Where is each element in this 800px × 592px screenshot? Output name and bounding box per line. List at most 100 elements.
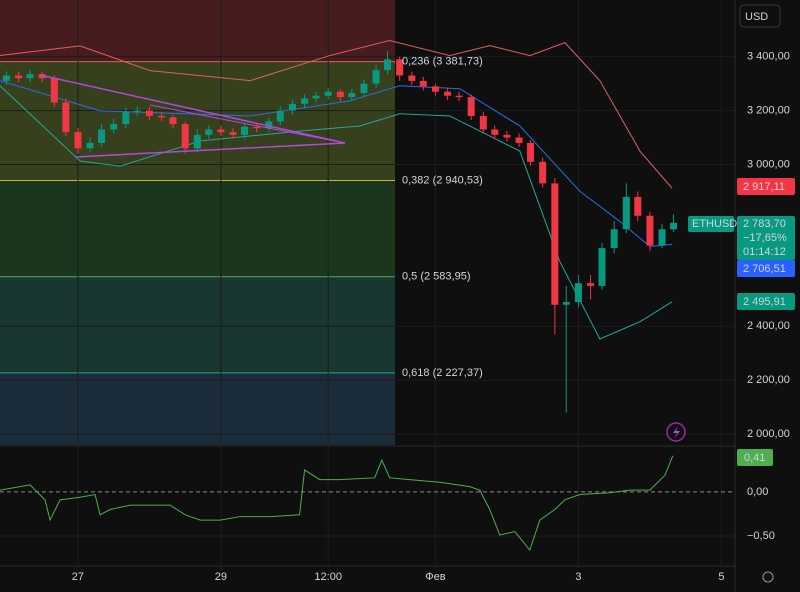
osc-label: 0,41 xyxy=(744,452,765,464)
candle-body xyxy=(372,70,380,84)
candle-body xyxy=(50,78,58,103)
alert-icon[interactable] xyxy=(666,422,686,442)
candle-body xyxy=(503,134,511,138)
triangle-drawing xyxy=(149,104,346,144)
candle-body xyxy=(431,86,439,92)
candle-body xyxy=(98,129,106,143)
price-label-box xyxy=(737,260,795,277)
candle-body xyxy=(241,126,249,135)
candle-body xyxy=(301,98,309,104)
y-tick-label: 2 400,00 xyxy=(747,320,790,332)
candle-body xyxy=(574,283,582,303)
candle-body xyxy=(408,75,416,81)
y2-tick-label: −0,50 xyxy=(747,530,775,542)
candle-body xyxy=(26,74,34,79)
price-label: 2 783,70 xyxy=(743,218,786,230)
candle-body xyxy=(265,121,273,129)
grid xyxy=(0,0,735,565)
candle-body xyxy=(670,222,678,230)
currency-text: USD xyxy=(745,11,768,23)
plot xyxy=(0,39,678,552)
fib-zone xyxy=(0,372,395,445)
candle-body xyxy=(2,75,10,81)
x-tick-label: 12:00 xyxy=(314,571,342,583)
candle-body xyxy=(455,95,463,98)
candle-body xyxy=(587,283,595,286)
candle-body xyxy=(610,229,618,249)
candle-body xyxy=(145,110,153,116)
y-tick-label: 3 200,00 xyxy=(747,104,790,116)
price-label: 2 706,51 xyxy=(743,263,786,275)
y2-tick-label: 0,00 xyxy=(747,486,768,498)
bolt-icon xyxy=(673,426,680,439)
candle-body xyxy=(396,59,404,76)
candle-body xyxy=(122,111,130,125)
settings-icon[interactable] xyxy=(762,571,774,583)
candle-body xyxy=(658,229,666,246)
candle-body xyxy=(527,142,535,162)
candle-body xyxy=(384,59,392,71)
symbol-label: ETHUSD xyxy=(692,218,737,230)
fib-label: 0,5 (2 583,95) xyxy=(402,271,471,283)
candle-body xyxy=(158,115,166,118)
candle-body xyxy=(634,196,642,216)
fib-zone xyxy=(0,180,395,277)
candle-body xyxy=(288,103,296,111)
candle-body xyxy=(348,93,356,98)
candle-body xyxy=(551,183,559,305)
candle-body xyxy=(419,80,427,87)
x-tick-label: 5 xyxy=(718,571,724,583)
candle-body xyxy=(74,132,82,149)
fib-zone xyxy=(0,0,395,62)
candle-body xyxy=(229,132,237,135)
labels: 0,236 (3 381,73) 0,382 (2 940,53) 0,5 (2 5… xyxy=(72,51,795,583)
candle-body xyxy=(539,161,547,184)
candle-body xyxy=(479,115,487,130)
candle-body xyxy=(110,124,118,130)
currency-button[interactable] xyxy=(739,4,781,28)
candle-body xyxy=(62,102,70,133)
band-line xyxy=(0,80,673,248)
y-tick-label: 2 000,00 xyxy=(747,428,790,440)
symbol-label-box xyxy=(688,216,734,232)
y-tick-label: 3 400,00 xyxy=(747,51,790,63)
candle-body xyxy=(276,110,284,122)
candle-body xyxy=(253,126,261,129)
x-tick-label: 27 xyxy=(72,571,84,583)
candle-body xyxy=(598,248,606,286)
candle-body xyxy=(169,117,177,125)
candle-body xyxy=(360,83,368,94)
candle-body xyxy=(193,134,201,149)
x-tick-label: 3 xyxy=(575,571,581,583)
change-label: −17,65% xyxy=(743,232,787,244)
price-label-box xyxy=(737,216,795,260)
x-tick-label: Фев xyxy=(425,571,445,583)
candle-body xyxy=(467,97,475,116)
price-label-box xyxy=(737,293,795,310)
candle-body xyxy=(15,75,23,79)
fib-zones xyxy=(0,0,395,445)
countdown-label: 01:14:12 xyxy=(743,246,786,258)
candle-body xyxy=(312,95,320,99)
candle-body xyxy=(646,215,654,246)
fib-label: 0,382 (2 940,53) xyxy=(402,174,483,186)
candle-body xyxy=(205,129,213,135)
oscillator-line xyxy=(0,455,674,552)
fib-label: 0,618 (2 227,37) xyxy=(402,367,483,379)
candle-body xyxy=(491,129,499,135)
candle-body xyxy=(444,91,452,96)
price-label-box xyxy=(737,178,795,195)
y-tick-label: 2 200,00 xyxy=(747,374,790,386)
candle-body xyxy=(622,196,630,230)
band-line xyxy=(0,39,673,189)
price-label: 2 917,11 xyxy=(743,181,785,193)
candle-body xyxy=(133,110,141,112)
price-label: 2 495,91 xyxy=(743,296,786,308)
fib-zone xyxy=(0,276,395,373)
candle-body xyxy=(515,137,523,143)
candle-body xyxy=(562,302,570,305)
candle-body xyxy=(336,91,344,98)
y-tick-label: 3 000,00 xyxy=(747,158,790,170)
band-line xyxy=(0,85,673,340)
